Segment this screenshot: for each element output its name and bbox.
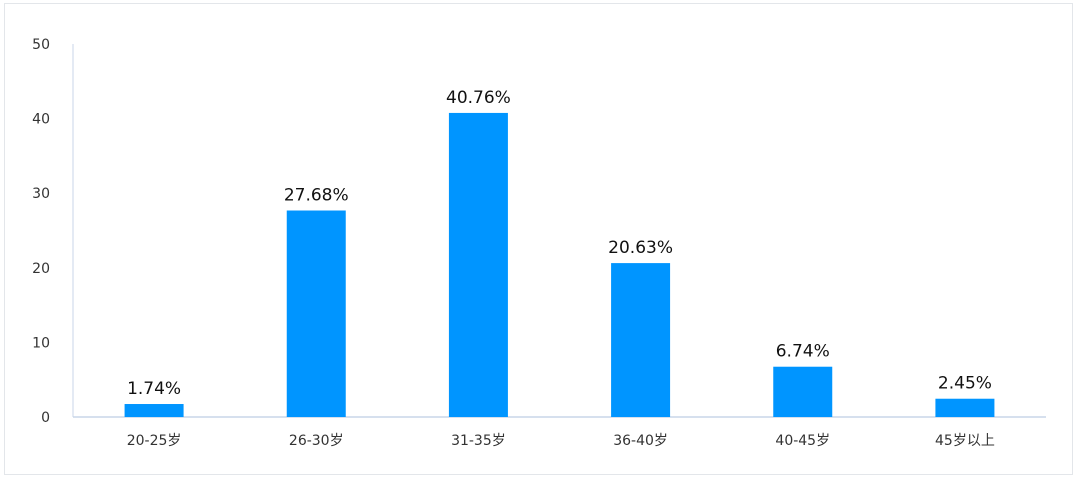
bar	[286, 210, 346, 417]
bar-value-label: 6.74%	[776, 342, 830, 362]
x-tick-label: 45岁以上	[935, 433, 995, 449]
bar	[611, 263, 671, 417]
bar	[124, 404, 184, 417]
x-axis-ticks: 20-25岁 26-30岁 31-35岁 36-40岁 40-45岁 45岁以上	[127, 433, 995, 449]
bar-value-label: 20.63%	[608, 238, 673, 258]
bars	[124, 112, 995, 418]
y-tick-label: 20	[32, 261, 50, 277]
y-tick-label: 30	[32, 186, 50, 202]
y-tick-label: 40	[32, 112, 50, 128]
bar-value-label: 40.76%	[446, 88, 511, 108]
x-tick-label: 26-30岁	[289, 433, 344, 449]
bar	[773, 366, 833, 417]
x-tick-label: 36-40岁	[613, 433, 668, 449]
bar-value-label: 1.74%	[127, 379, 181, 399]
x-tick-label: 31-35岁	[451, 433, 506, 449]
y-tick-label: 10	[32, 335, 50, 351]
x-tick-label: 20-25岁	[127, 433, 182, 449]
y-tick-label: 0	[41, 410, 50, 426]
bar-value-label: 27.68%	[284, 186, 349, 206]
bar-value-label: 2.45%	[938, 374, 992, 394]
y-axis-ticks: 0 10 20 30 40 50	[32, 37, 50, 426]
chart-frame	[4, 3, 1073, 475]
bar	[448, 112, 508, 418]
y-tick-label: 50	[32, 37, 50, 53]
data-labels: 1.74% 27.68% 40.76% 20.63% 6.74% 2.45%	[127, 88, 992, 399]
bar	[935, 398, 995, 417]
x-tick-label: 40-45岁	[775, 433, 830, 449]
